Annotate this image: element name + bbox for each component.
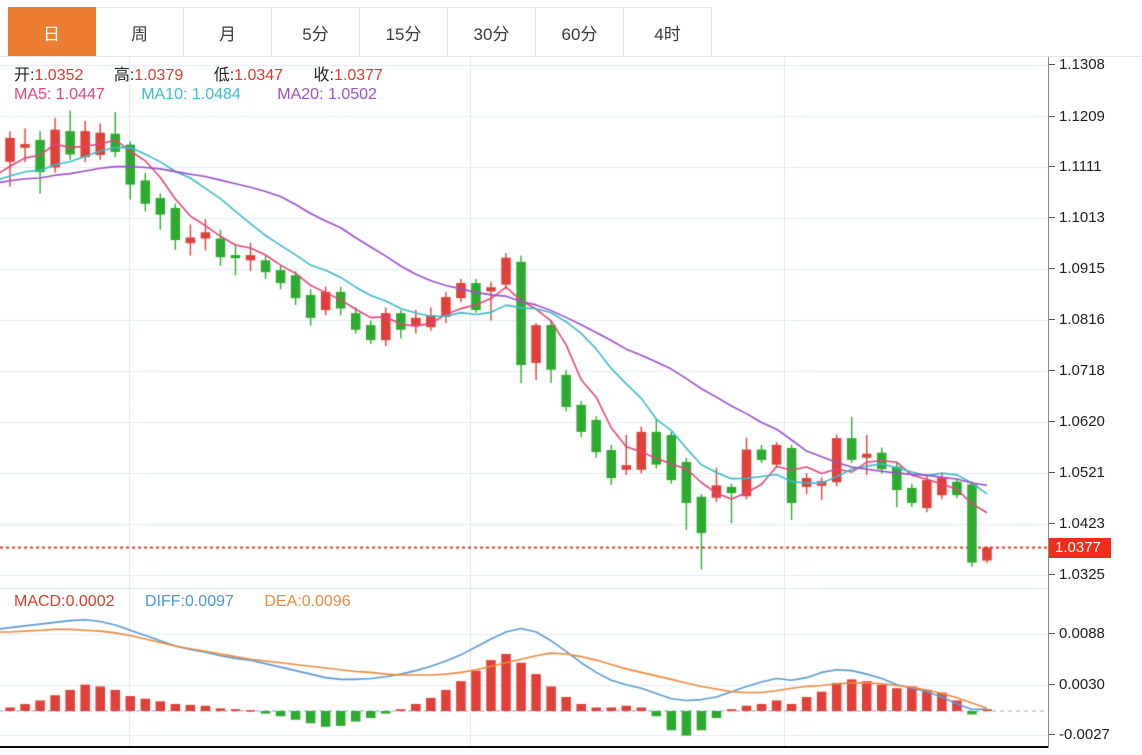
tick-mark (1049, 734, 1055, 736)
chart-canvas[interactable] (0, 57, 1048, 748)
last-price-badge: 1.0377 (1049, 537, 1111, 558)
diff-value: 0.0097 (184, 593, 234, 610)
tick-mark (1049, 217, 1055, 219)
macd-axis-tick: 0.0030 (1049, 676, 1105, 694)
ma-legend: MA5: 1.0447 MA10: 1.0484 MA20: 1.0502 (14, 86, 403, 104)
ma20-label: MA20: (277, 86, 324, 103)
tick-mark (1049, 523, 1055, 525)
tab-60分[interactable]: 60分 (536, 7, 624, 56)
ohlc-legend: 开:1.0352 高:1.0379 低:1.0347 收:1.0377 (14, 61, 409, 85)
price-axis-tick: 1.1111 (1049, 158, 1102, 176)
tab-周[interactable]: 周 (96, 7, 184, 56)
tab-日[interactable]: 日 (8, 7, 96, 56)
tick-mark (1049, 319, 1055, 321)
price-axis-tick: 1.0521 (1049, 464, 1105, 482)
tick-mark (1049, 268, 1055, 270)
interval-tab-bar: 日周月 5分 15分 30分 60分 4时 (0, 0, 1142, 57)
tab-4时[interactable]: 4时 (624, 7, 712, 56)
macd-axis-tick: -0.0027 (1049, 726, 1110, 744)
tick-mark (1049, 64, 1055, 66)
open-value: 1.0352 (34, 67, 84, 84)
price-axis-tick: 1.0325 (1049, 566, 1105, 584)
price-axis-tick: 1.0718 (1049, 362, 1105, 380)
macd-axis-tick: 0.0088 (1049, 625, 1105, 643)
price-axis-tick: 1.0915 (1049, 260, 1105, 278)
price-axis-tick: 1.0620 (1049, 413, 1105, 431)
ma10-value: 1.0484 (191, 86, 241, 103)
ma10-label: MA10: (141, 86, 188, 103)
tick-mark (1049, 370, 1055, 372)
tab-月[interactable]: 月 (184, 7, 272, 56)
price-axis-tick: 1.1013 (1049, 209, 1105, 227)
ma20-value: 1.0502 (327, 86, 377, 103)
tick-mark (1049, 166, 1055, 168)
diff-label: DIFF: (144, 593, 185, 610)
low-value: 1.0347 (234, 67, 284, 84)
price-axis-tick: 1.0816 (1049, 311, 1105, 329)
tick-mark (1049, 115, 1055, 117)
close-label: 收: (313, 67, 334, 84)
price-axis-tick: 1.1308 (1049, 56, 1105, 74)
tick-mark (1049, 684, 1055, 686)
open-label: 开: (14, 67, 35, 84)
macd-value: 0.0002 (65, 593, 115, 610)
tick-mark (1049, 633, 1055, 635)
price-axis: 1.0377 1.1308 1.1209 1.1111 1.1013 1.0915 1.0… (1048, 56, 1142, 748)
tab-15分[interactable]: 15分 (360, 7, 448, 56)
close-value: 1.0377 (333, 67, 383, 84)
tab-5分[interactable]: 5分 (272, 7, 360, 56)
price-axis-tick: 1.1209 (1049, 107, 1105, 125)
high-value: 1.0379 (134, 67, 184, 84)
price-axis-tick: 1.0423 (1049, 515, 1105, 533)
dea-label: DEA: (264, 593, 302, 610)
dea-value: 0.0096 (301, 593, 351, 610)
high-label: 高: (113, 67, 135, 84)
tick-mark (1049, 472, 1055, 474)
bottom-divider (0, 746, 1142, 748)
tab-30分[interactable]: 30分 (448, 7, 536, 56)
tick-mark (1049, 574, 1055, 576)
macd-label: MACD: (14, 593, 66, 610)
macd-legend: MACD:0.0002 DIFF:0.0097 DEA:0.0096 (14, 593, 377, 611)
ma5-value: 1.0447 (55, 86, 105, 103)
low-label: 低: (213, 67, 235, 84)
tick-mark (1049, 421, 1055, 423)
ma5-label: MA5: (14, 86, 52, 103)
